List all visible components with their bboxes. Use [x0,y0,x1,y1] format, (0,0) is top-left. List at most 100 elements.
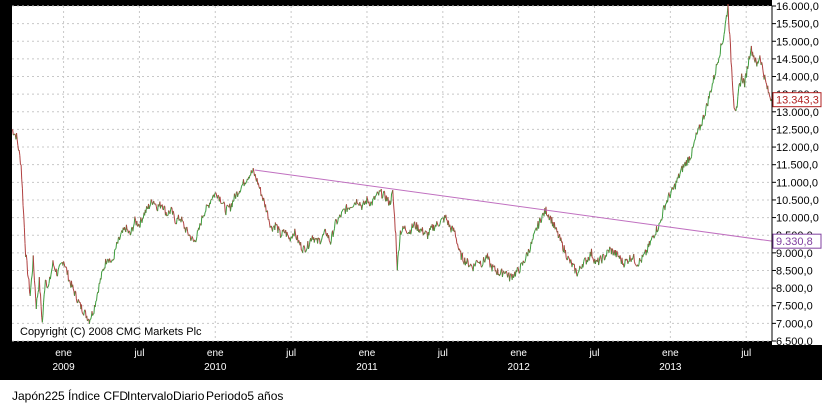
price-segment [270,226,273,230]
price-segment [27,274,29,278]
y-tick-label: 7.500,0 [776,301,813,313]
price-segment [335,218,337,221]
price-segment [33,269,35,281]
price-segment [714,73,717,76]
price-segment [578,270,580,273]
price-segment [616,252,619,257]
x-tick-year-label: 2010 [204,362,227,373]
price-segment [286,231,289,236]
price-segment [336,221,339,225]
price-segment [517,267,520,272]
price-segment [739,79,742,87]
price-segment [405,229,407,232]
price-segment [642,254,644,258]
x-tick-label: ene [207,348,224,359]
price-segment [719,54,721,58]
price-segment [436,221,438,224]
price-segment [51,267,53,271]
price-segment [304,251,307,253]
y-tick-label: 13.000,0 [776,107,819,119]
price-segment [30,279,32,288]
price-segment [125,224,128,230]
price-segment [474,262,477,267]
price-segment [567,255,570,258]
price-segment [679,171,682,175]
price-segment [303,245,306,248]
price-segment [43,294,45,303]
price-segment [518,271,521,274]
price-segment [713,75,716,80]
price-segment [710,88,713,93]
footer-bar: Japón225 Índice CFD IntervaloDiario Peri… [0,380,822,404]
price-segment [590,248,593,258]
price-segment [406,232,408,235]
price-segment [672,185,675,190]
price-segment [92,313,94,316]
price-segment [74,290,76,296]
price-segment [53,266,56,271]
price-segment [426,231,428,234]
price-segment [696,127,699,134]
price-segment [378,190,380,196]
price-segment [368,201,371,207]
price-segment [330,233,333,242]
price-segment [139,217,142,228]
price-segment [731,67,733,81]
price-segment [386,198,388,202]
last-price-tag-label: 13.343,3 [776,95,819,107]
price-segment [768,92,771,97]
price-segment [606,249,609,251]
price-segment [328,240,331,243]
price-segment [693,139,696,142]
price-segment [683,163,685,168]
price-segment [313,238,316,243]
price-segment [40,294,42,307]
price-segment [657,229,659,232]
price-segment [767,85,769,94]
price-segment [195,236,198,241]
price-segment [222,202,224,204]
price-segment [29,287,32,296]
price-segment [690,156,693,159]
price-segment [665,203,667,205]
price-segment [649,240,652,246]
price-segment [481,265,483,268]
price-segment [178,219,181,221]
price-segment [310,238,313,242]
price-segment [600,255,602,260]
price-segment [81,311,84,314]
price-segment [36,292,39,298]
price-segment [744,75,746,88]
price-segment [691,147,693,157]
price-segment [75,298,78,303]
price-segment [187,231,189,235]
price-segment [67,270,69,282]
price-segment [733,107,736,110]
price-segment [307,247,310,250]
price-segment [17,145,19,151]
price-segment [524,261,526,264]
price-segment [45,280,48,286]
price-segment [300,249,303,252]
price-segment [232,200,235,202]
price-segment [205,204,207,212]
price-segment [680,168,682,172]
price-segment [13,133,15,136]
price-segment [747,65,749,69]
price-segment [758,59,760,62]
price-segment [204,211,207,213]
price-segment [545,206,548,216]
price-segment [308,244,311,248]
price-segment [31,269,34,277]
price-segment [769,95,771,98]
price-segment [19,155,21,165]
price-segment [499,273,501,276]
price-segment [470,264,473,267]
price-segment [676,177,678,183]
price-segment [292,233,294,236]
price-segment [53,265,55,268]
price-segment [185,228,187,233]
price-segment [115,242,118,249]
price-segment [721,42,724,45]
price-segment [533,232,535,235]
